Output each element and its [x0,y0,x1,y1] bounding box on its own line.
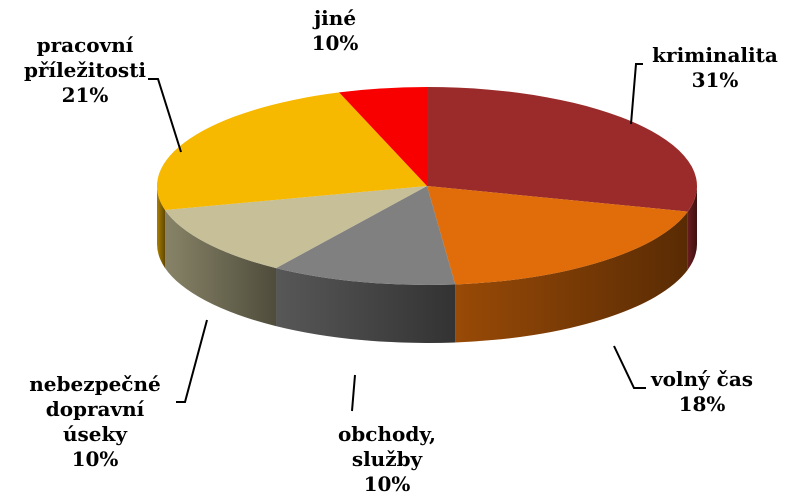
leader-line-4 [148,78,182,153]
slice-percent-label: 31% [692,68,739,92]
pie-side-shade-3 [165,209,277,327]
pie-slice-2 [276,186,456,285]
slice-percent-label: 21% [62,83,109,107]
slice-percent-label: 10% [312,31,359,55]
slice-name-label: nebezpečné [29,372,160,396]
leader-line-2 [351,374,356,412]
pie-slice-3 [165,186,428,269]
slice-name-label: úseky [63,422,128,446]
slice-name-label: volný čas [650,367,753,391]
pie-slice-5 [339,87,427,186]
slice-name-label: jiné [312,6,356,30]
slice-name-label: služby [352,447,424,471]
slice-percent-label: 10% [72,447,119,471]
leader-line-1 [613,345,646,389]
leader-line-3 [176,319,208,403]
pie-side-shade-1 [455,211,688,343]
slice-name-label: pracovní [37,33,134,57]
pie-side-shade-4 [157,186,166,268]
slice-name-label: kriminalita [652,43,778,67]
slice-name-label: příležitosti [24,58,146,82]
leader-line-0 [630,63,643,125]
pie-slice-4 [157,92,427,210]
slice-name-label: dopravní [46,397,145,421]
pie-slice-1 [427,186,688,285]
pie-slice-0 [427,87,698,212]
slice-percent-label: 10% [364,472,411,496]
pie-side-shade-2 [276,268,456,344]
pie-side-shade-0 [687,186,697,270]
slice-percent-label: 18% [679,392,726,416]
slice-name-label: obchody, [338,422,436,446]
